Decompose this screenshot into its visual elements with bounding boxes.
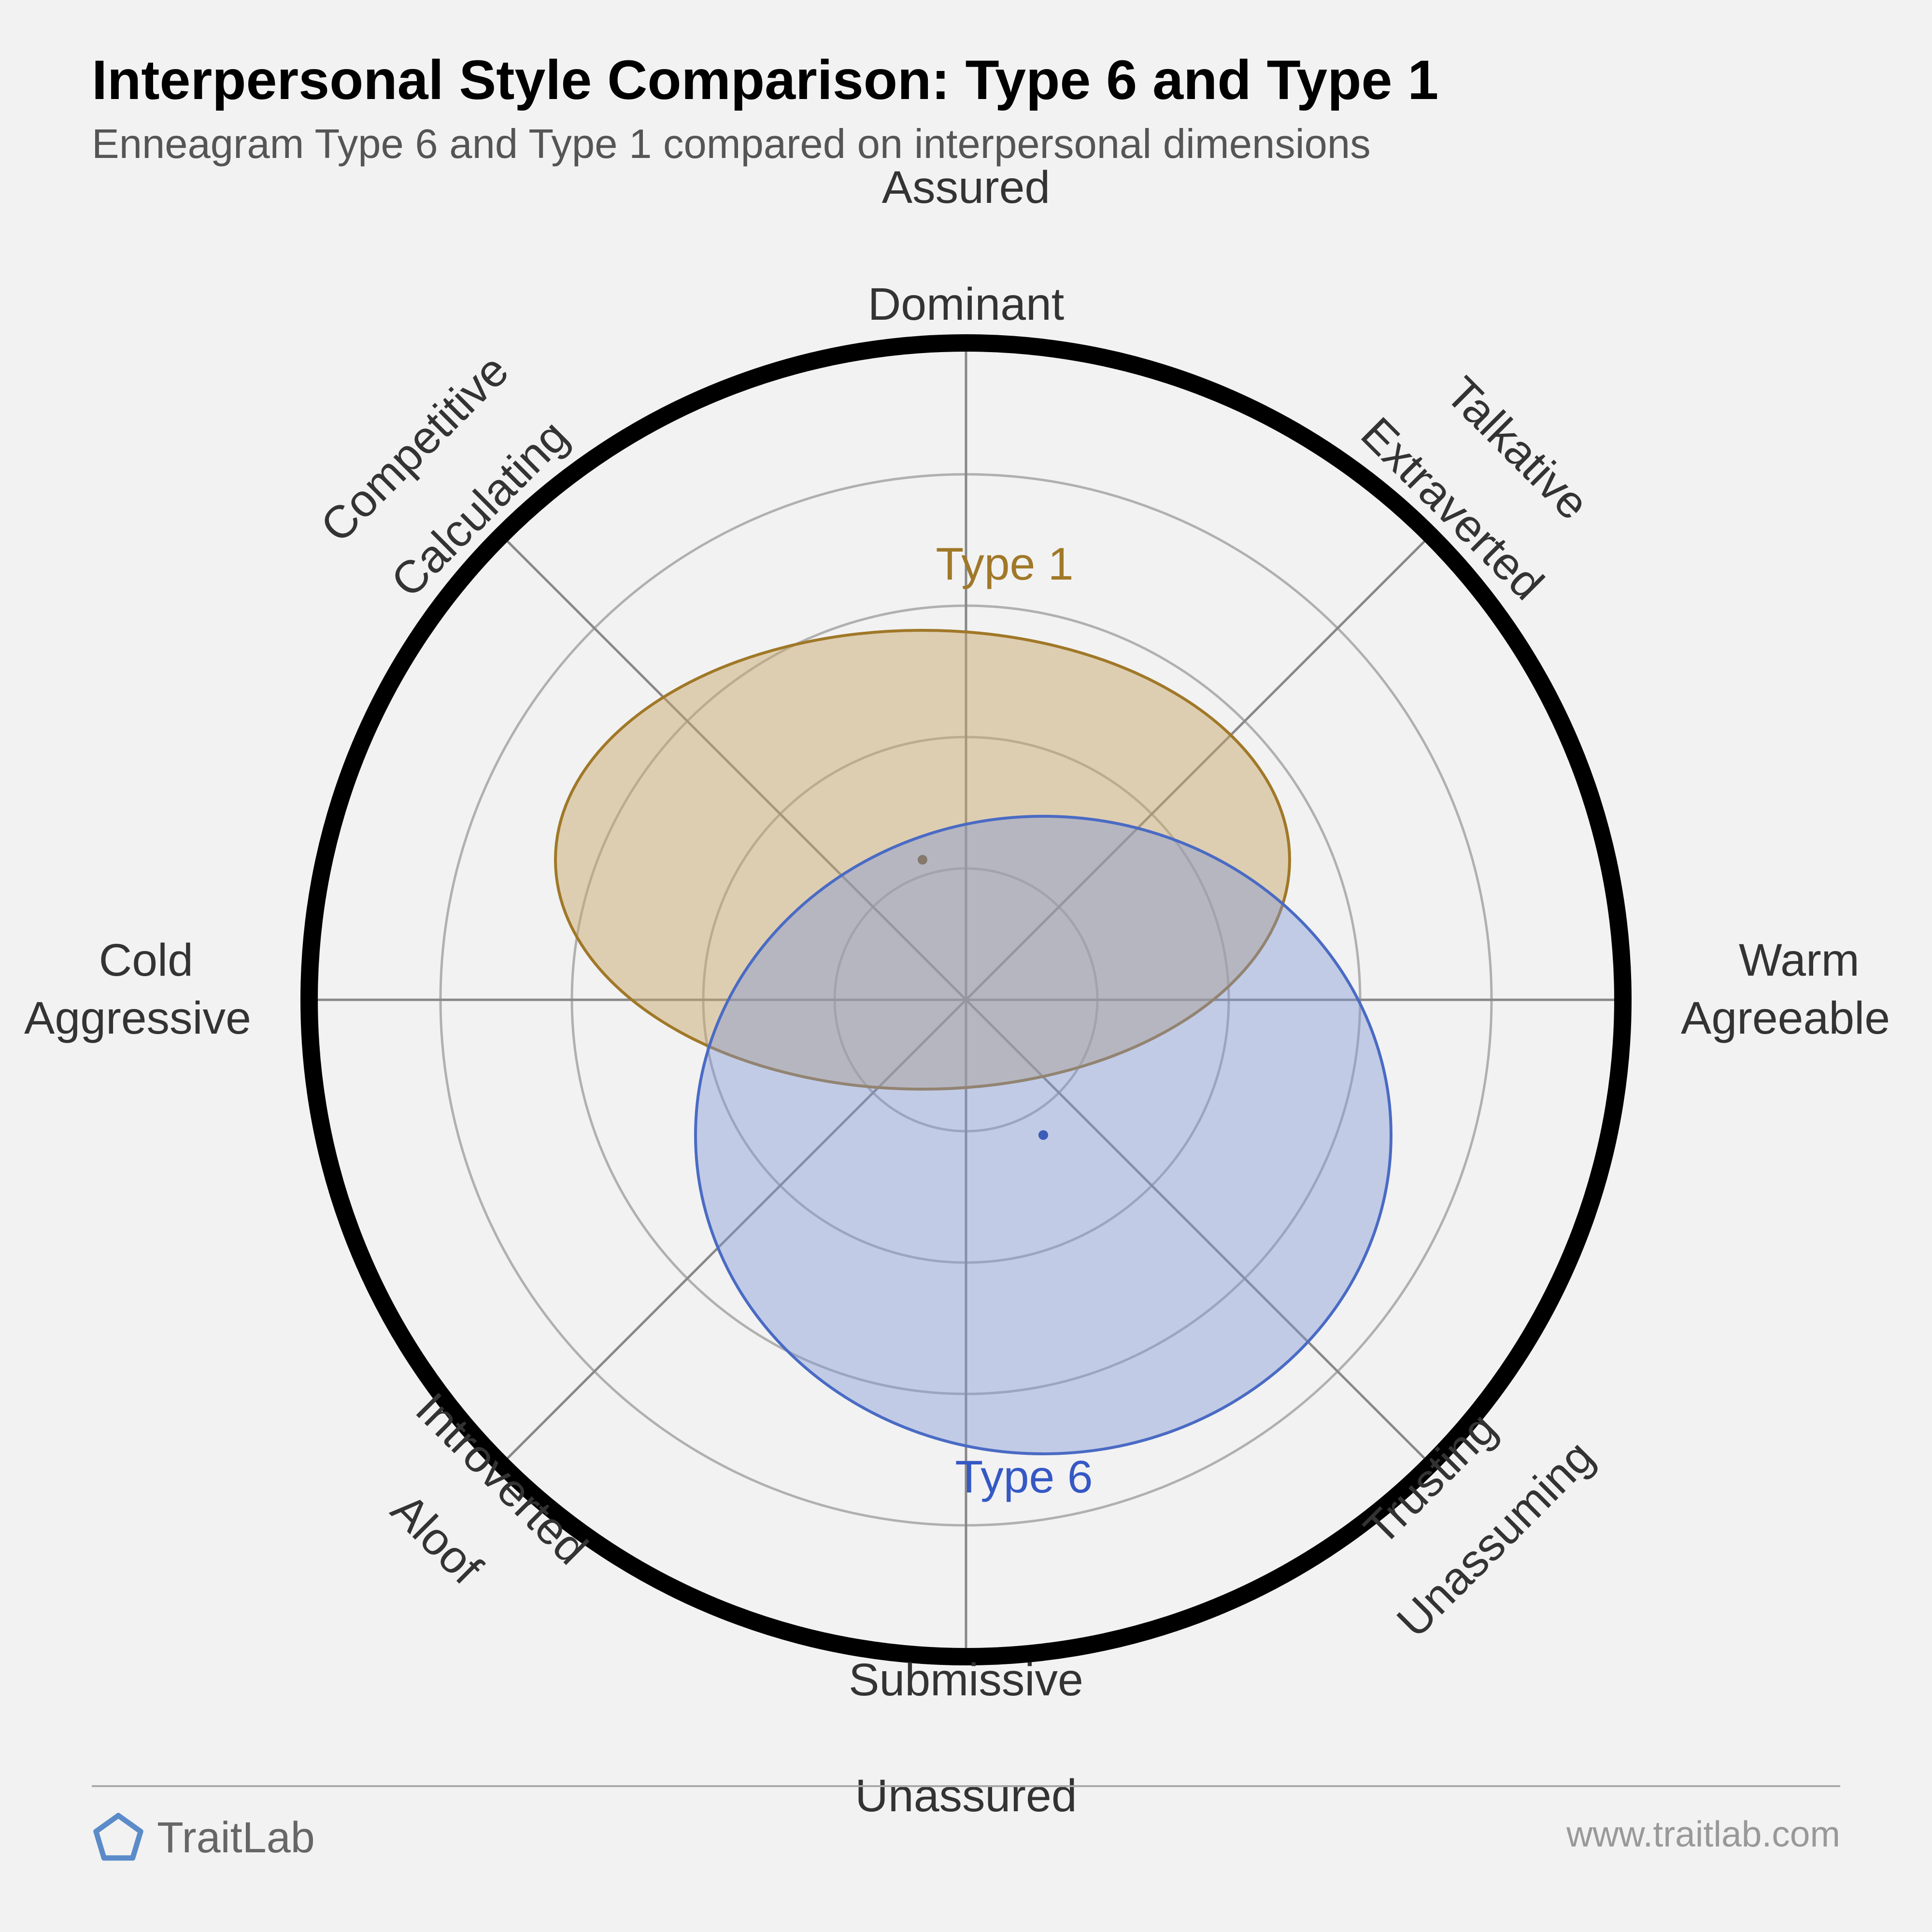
chart-canvas: Interpersonal Style Comparison: Type 6 a…: [0, 0, 1932, 1932]
svg-text:Type 6: Type 6: [955, 1451, 1093, 1503]
svg-text:Dominant: Dominant: [868, 279, 1065, 330]
circumplex-chart: Type 1Type 6DominantAssuredExtravertedTa…: [0, 0, 1932, 1932]
svg-text:Aloof: Aloof: [382, 1484, 492, 1594]
svg-text:Agreeable: Agreeable: [1681, 993, 1890, 1044]
svg-text:Warm: Warm: [1739, 935, 1860, 986]
brand-name: TraitLab: [157, 1813, 315, 1863]
svg-text:Type 1: Type 1: [936, 539, 1073, 590]
brand-logo: TraitLab: [92, 1811, 315, 1864]
pentagon-icon: [92, 1811, 145, 1864]
footer-url: www.traitlab.com: [1566, 1813, 1840, 1855]
svg-text:Aggressive: Aggressive: [24, 993, 251, 1044]
svg-text:Assured: Assured: [882, 162, 1051, 213]
svg-text:Cold: Cold: [99, 935, 193, 986]
svg-text:Submissive: Submissive: [849, 1654, 1083, 1705]
footer-divider: [92, 1785, 1840, 1787]
svg-text:Unassured: Unassured: [855, 1770, 1077, 1821]
